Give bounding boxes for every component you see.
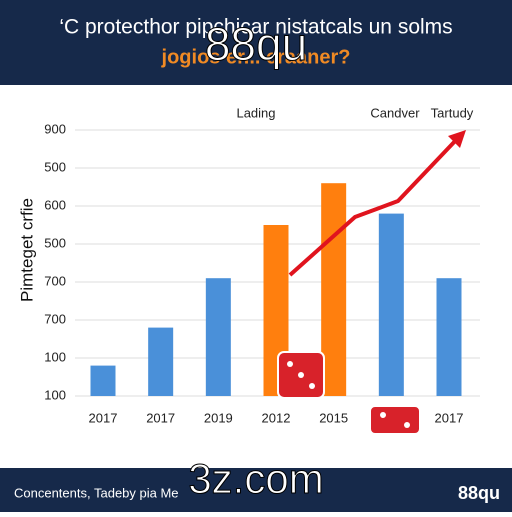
bar [436, 278, 462, 396]
bar [90, 365, 116, 396]
x-tick-label: 2017 [435, 410, 464, 425]
trend-arrow [288, 136, 460, 277]
y-tick-label: 100 [44, 349, 66, 364]
footer-band [0, 468, 512, 512]
arrow-head [448, 130, 466, 148]
chart-subtitle: jogios er... craaner? [161, 46, 351, 68]
watermark: 88qu [205, 18, 307, 70]
bar [378, 213, 404, 396]
y-tick-label: 600 [44, 197, 66, 212]
x-tick-label: 2015 [319, 410, 348, 425]
footer-site: 3z.com [188, 455, 323, 502]
bar [148, 327, 174, 396]
chart-title: ‘C protecthor pipchicar nistatcals un so… [59, 16, 452, 39]
header-band [0, 0, 512, 85]
dice [277, 351, 421, 435]
annotation: Candver [370, 105, 420, 120]
bar [205, 278, 231, 396]
x-tick-label: 2017 [89, 410, 118, 425]
bar [321, 183, 347, 396]
y-tick-label: 500 [44, 235, 66, 250]
x-tick-label: 2017 [146, 410, 175, 425]
y-tick-label: 500 [44, 159, 66, 174]
x-tick-label: 2012 [262, 410, 291, 425]
y-tick-label: 700 [44, 311, 66, 326]
plot-area: 100 100 700 700 500 600 500 900 2017 2017 2019 2012… [44, 121, 480, 425]
annotation: Tartudy [431, 105, 474, 120]
annotation: Lading [236, 105, 275, 120]
footer-logo: 88qu [458, 483, 500, 503]
footer-text: Concentents, Tadeby pia Me [14, 485, 179, 500]
y-tick-label: 900 [44, 121, 66, 136]
y-tick-label: 100 [44, 387, 66, 402]
y-tick-label: 700 [44, 273, 66, 288]
x-tick-label: 2019 [204, 410, 233, 425]
y-axis-label: Pimteget crfie [17, 198, 36, 302]
